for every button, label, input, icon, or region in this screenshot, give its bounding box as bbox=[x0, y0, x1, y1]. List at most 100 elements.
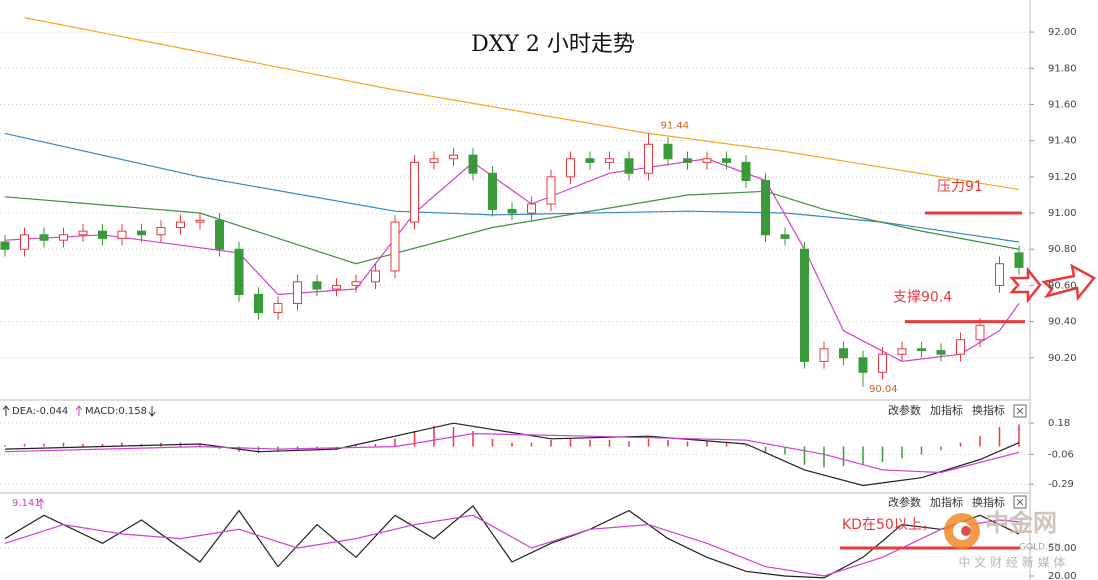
indicator-line bbox=[4, 514, 1020, 577]
candle-body bbox=[527, 203, 536, 214]
toolbar-button[interactable]: 改参数 bbox=[888, 403, 921, 417]
arrow-icon bbox=[75, 405, 83, 416]
candle-body bbox=[254, 293, 263, 314]
watermark: 中金网 GOLD.CN 中 文 财 经 新 媒 体 bbox=[944, 509, 1065, 570]
candle-body bbox=[507, 208, 517, 214]
candle-body bbox=[1014, 252, 1024, 268]
direction-arrow bbox=[1009, 266, 1042, 304]
candle-body bbox=[975, 324, 985, 341]
candle-body bbox=[137, 230, 146, 236]
candle-body bbox=[20, 234, 29, 250]
candle-body bbox=[878, 353, 887, 373]
candle-body bbox=[546, 176, 556, 205]
candle-body bbox=[390, 221, 400, 272]
indicator-line bbox=[4, 422, 1020, 487]
toolbar-button[interactable]: 改参数 bbox=[888, 495, 921, 509]
y-tick-label: -0.06 bbox=[1048, 449, 1074, 460]
close-icon bbox=[1016, 498, 1024, 506]
y-tick-label: -0.29 bbox=[1048, 479, 1074, 490]
candle-body bbox=[351, 281, 361, 286]
candle-body bbox=[371, 270, 380, 283]
candle-body bbox=[215, 219, 224, 250]
y-tick-label: 90.20 bbox=[1048, 353, 1077, 364]
indicator-line bbox=[4, 158, 1020, 363]
candle-body bbox=[780, 234, 790, 239]
watermark-logo bbox=[961, 526, 971, 536]
y-tick-label: 90.40 bbox=[1048, 317, 1077, 328]
y-tick-label: 91.40 bbox=[1048, 136, 1077, 147]
candle-body bbox=[449, 154, 458, 160]
watermark-brand: 中金网 bbox=[985, 509, 1057, 537]
y-tick-label: 90.80 bbox=[1048, 244, 1077, 255]
candle-body bbox=[800, 248, 809, 362]
candle-body bbox=[429, 158, 439, 163]
candle-body bbox=[995, 263, 1004, 286]
candle-body bbox=[312, 281, 322, 290]
candle-body bbox=[59, 234, 68, 241]
candle-body bbox=[332, 284, 341, 290]
candle-body bbox=[585, 158, 595, 163]
candle-body bbox=[936, 350, 946, 355]
candle-body bbox=[897, 348, 907, 355]
indicator-line bbox=[4, 432, 1020, 474]
candle-body bbox=[644, 143, 653, 174]
candle-body bbox=[663, 143, 673, 160]
max-price-label: 91.44 bbox=[661, 120, 690, 131]
candle-body bbox=[195, 219, 205, 223]
toolbar-button[interactable]: 换指标 bbox=[972, 403, 1005, 417]
toolbar-button[interactable]: 加指标 bbox=[930, 403, 963, 417]
y-tick-label: 91.80 bbox=[1048, 63, 1077, 74]
candle-body bbox=[566, 158, 575, 178]
y-tick-label: 91.60 bbox=[1048, 99, 1077, 110]
candle-body bbox=[488, 172, 497, 210]
indicator-line bbox=[4, 505, 1020, 579]
y-tick-label: 50.00 bbox=[1048, 543, 1077, 554]
candle-body bbox=[410, 161, 419, 223]
candle-body bbox=[176, 221, 185, 229]
watermark-site: GOLD.CN bbox=[1019, 543, 1061, 553]
annotation-text: 支撑90.4 bbox=[893, 290, 952, 306]
candle-body bbox=[741, 161, 751, 181]
candle-body bbox=[761, 179, 770, 236]
candle-body bbox=[156, 227, 166, 236]
y-tick-label: 92.00 bbox=[1048, 27, 1077, 38]
direction-arrow bbox=[1041, 263, 1096, 302]
y-tick-label: 90.60 bbox=[1048, 280, 1077, 291]
min-price-label: 90.04 bbox=[869, 384, 898, 395]
toolbar-button[interactable]: 换指标 bbox=[972, 495, 1005, 509]
candle-body bbox=[956, 339, 965, 355]
y-tick-label: 20.00 bbox=[1048, 571, 1077, 580]
candle-body bbox=[0, 241, 10, 250]
chart-title: DXY 2 小时走势 bbox=[471, 32, 635, 57]
indicator-value: DEA:-0.044 bbox=[12, 406, 68, 417]
y-tick-label: 91.20 bbox=[1048, 172, 1077, 183]
candle-body bbox=[624, 158, 634, 174]
indicator-value: MACD:0.158 bbox=[85, 406, 147, 417]
candle-body bbox=[858, 357, 868, 373]
close-icon bbox=[1016, 407, 1024, 415]
y-tick-label: 0.18 bbox=[1048, 418, 1070, 429]
candle-body bbox=[819, 348, 829, 362]
candle-body bbox=[293, 281, 302, 305]
indicator-line bbox=[4, 190, 1020, 265]
indicator-value: 9.141 bbox=[12, 498, 41, 509]
candle-body bbox=[98, 230, 107, 239]
candle-body bbox=[917, 348, 926, 352]
indicator-line bbox=[4, 132, 1020, 243]
annotation-text: 压力91 bbox=[937, 179, 983, 195]
candle-body bbox=[78, 230, 88, 236]
arrow-icon bbox=[148, 406, 156, 417]
candle-body bbox=[722, 158, 731, 163]
candle-body bbox=[683, 158, 692, 163]
candle-body bbox=[605, 158, 614, 163]
toolbar-button[interactable]: 加指标 bbox=[930, 495, 963, 509]
candle-body bbox=[273, 303, 283, 314]
annotation-text: KD在50以上， bbox=[842, 517, 936, 533]
watermark-slogan: 中 文 财 经 新 媒 体 bbox=[959, 555, 1066, 570]
candle-body bbox=[234, 248, 244, 295]
indicator-line bbox=[24, 17, 1020, 191]
candle-body bbox=[839, 348, 848, 359]
